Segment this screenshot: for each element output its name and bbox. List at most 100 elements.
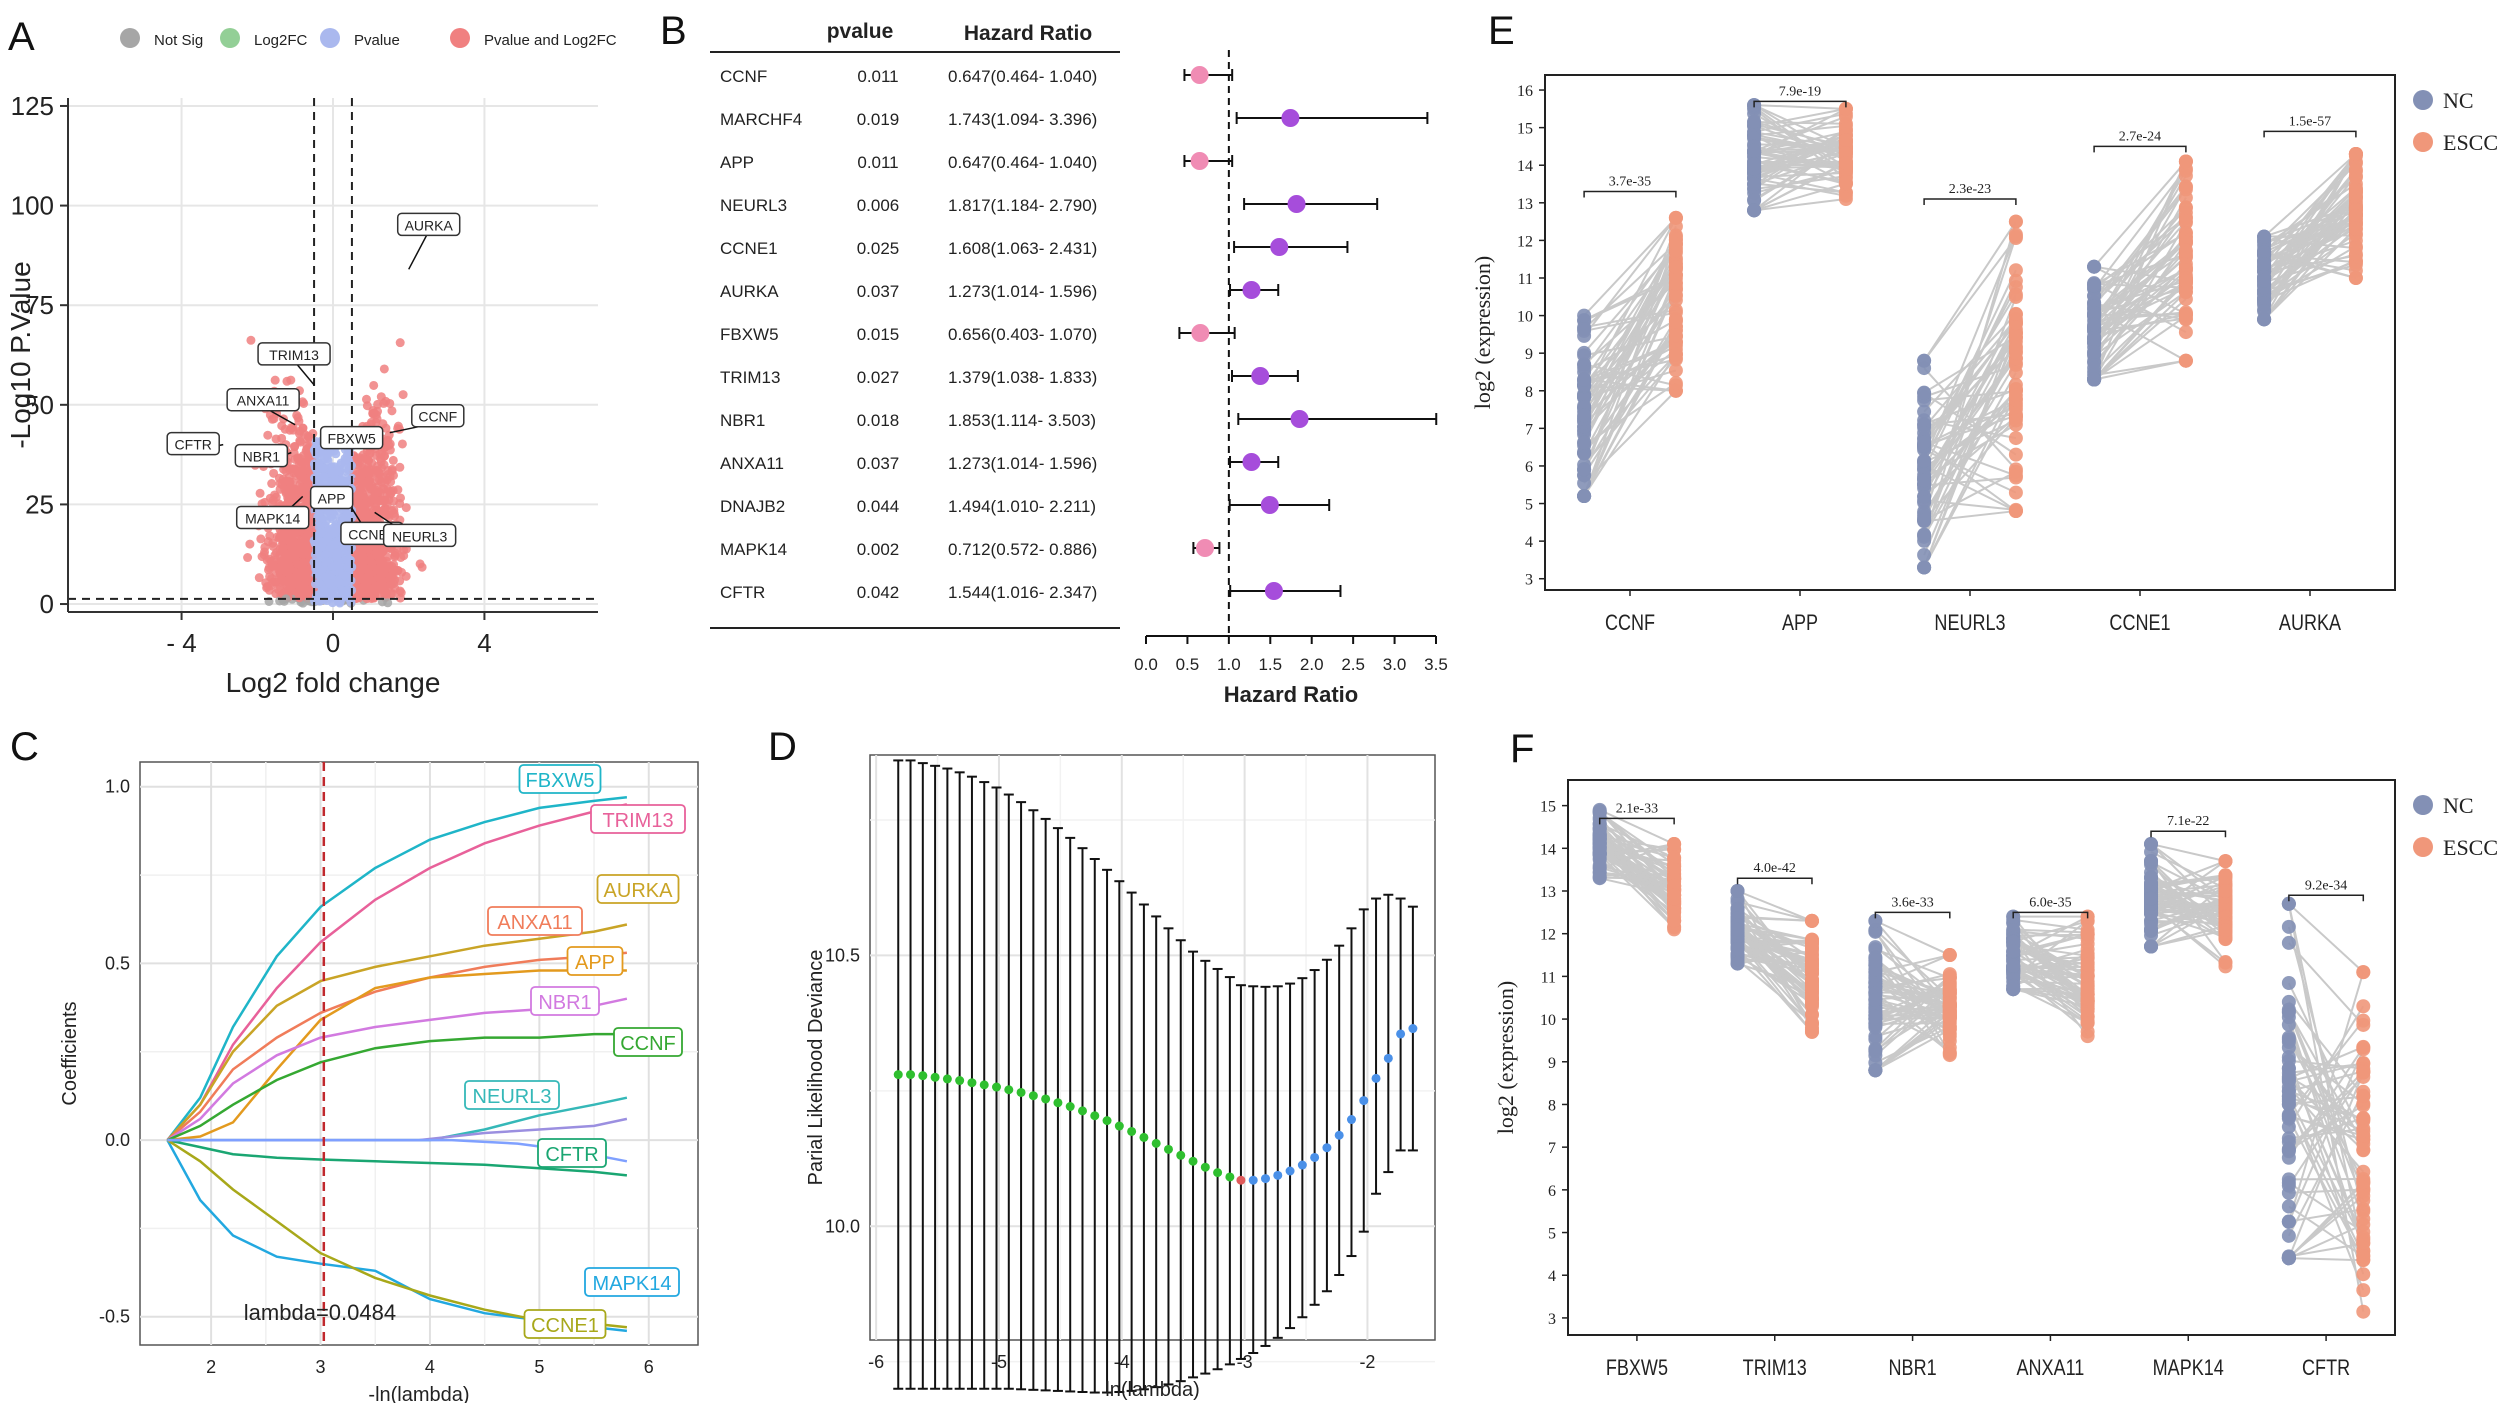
- forest-point-ccnf: [1190, 66, 1209, 84]
- forest-row-pvalue: 0.011: [857, 67, 898, 86]
- volcano-point: [369, 380, 379, 390]
- forest-row-hr-text: 1.379(1.038- 1.833): [948, 368, 1097, 387]
- volcano-legend-label: Not Sig: [154, 32, 203, 49]
- lasso-y-axis-title: Coefficients: [59, 1001, 81, 1105]
- paired-y-tick-label: 15: [1540, 799, 1556, 816]
- paired-dot-nc: [2257, 229, 2272, 244]
- paired-dot-escc: [2008, 447, 2023, 462]
- forest-row-gene: TRIM13: [720, 368, 780, 387]
- volcano-point: [287, 548, 297, 558]
- paired-pvalue-label: 7.9e-19: [1779, 84, 1821, 99]
- volcano-y-tick-label: 0: [40, 589, 54, 619]
- forest-row-gene: AURKA: [720, 282, 779, 301]
- forest-row-pvalue: 0.019: [857, 110, 900, 129]
- lasso-label-nbr1: NBR1: [538, 992, 591, 1014]
- cv-point: [1102, 1116, 1112, 1126]
- volcano-point: [308, 429, 318, 439]
- lasso-label-trim13: TRIM13: [602, 810, 673, 832]
- volcano-point: [364, 478, 374, 488]
- lasso-label-app: APP: [575, 952, 615, 974]
- forest-row-pvalue: 0.042: [857, 583, 900, 602]
- paired-dot-escc: [2348, 185, 2363, 200]
- panel-c-lasso-coefficient-plot: 2 3 4 5 6-0.50.00.51.0lambda=0.0484FBXW5TRIM…: [59, 761, 699, 1403]
- forest-point-app: [1190, 152, 1209, 170]
- cv-point: [1371, 1073, 1381, 1083]
- volcano-legend-label: Pvalue: [354, 32, 400, 49]
- paired-dot-nc: [1577, 476, 1592, 491]
- paired-y-tick-label: 7: [1548, 1140, 1556, 1157]
- paired-y-tick-label: 11: [1518, 271, 1533, 288]
- volcano-point: [269, 468, 279, 478]
- forest-row-hr-text: 1.544(1.016- 2.347): [948, 583, 1097, 602]
- cv-point: [1310, 1152, 1320, 1162]
- cv-point: [1188, 1156, 1198, 1166]
- paired-dot-nc: [2087, 317, 2102, 332]
- forest-row-pvalue: 0.002: [857, 540, 900, 559]
- volcano-point: [363, 455, 373, 465]
- lasso-lambda-annotation: lambda=0.0484: [244, 1300, 396, 1325]
- cv-point: [1225, 1172, 1235, 1182]
- paired-pvalue-label: 3.6e-33: [1891, 895, 1933, 910]
- forest-row-hr-text: 0.647(0.464- 1.040): [948, 67, 1097, 86]
- paired-y-tick-label: 5: [1548, 1226, 1556, 1243]
- paired-dot-escc: [1668, 376, 1683, 391]
- paired-dot-escc: [1668, 259, 1683, 274]
- paired-dot-escc: [2348, 162, 2363, 177]
- paired-dot-nc: [1730, 922, 1745, 937]
- volcano-point: [362, 401, 372, 411]
- volcano-point: [340, 571, 350, 581]
- paired-dot-escc: [1804, 980, 1819, 995]
- paired-dot-nc: [2257, 257, 2272, 272]
- volcano-point: [327, 467, 337, 477]
- volcano-point: [320, 572, 330, 582]
- cv-point: [1114, 1121, 1124, 1131]
- lasso-x-tick-label: 2: [206, 1357, 216, 1377]
- lasso-label-cftr: CFTR: [545, 1144, 598, 1166]
- paired-dot-escc: [1668, 237, 1683, 252]
- paired-dot-escc: [2178, 325, 2193, 340]
- cv-point: [1383, 1053, 1393, 1063]
- forest-x-tick-label: 3.0: [1383, 655, 1407, 674]
- paired-y-tick-label: 13: [1540, 884, 1556, 901]
- volcano-legend-swatch: [220, 28, 240, 48]
- paired-dot-nc: [1730, 956, 1745, 971]
- paired-y-tick-label: 14: [1517, 158, 1533, 175]
- paired-dot-escc: [1838, 174, 1853, 189]
- volcano-point: [298, 423, 308, 433]
- paired-dot-nc: [1730, 941, 1745, 956]
- paired-dot-escc: [1667, 888, 1682, 903]
- paired-dot-escc: [1838, 192, 1853, 207]
- forest-point-aurka: [1242, 281, 1261, 299]
- forest-row-hr-text: 1.494(1.010- 2.211): [948, 497, 1096, 516]
- cv-point: [1053, 1098, 1063, 1108]
- cv-y-tick-label: 10.5: [825, 945, 860, 965]
- forest-point-trim13: [1251, 367, 1270, 385]
- volcano-point: [270, 490, 280, 500]
- cv-x-tick-label: -2: [1359, 1352, 1375, 1372]
- volcano-point: [358, 562, 368, 572]
- paired-dot-escc: [2178, 353, 2193, 368]
- paired-dot-escc: [1667, 862, 1682, 877]
- volcano-x-tick-label: - 4: [166, 628, 196, 658]
- volcano-point: [271, 548, 281, 558]
- paired-dot-nc: [2087, 259, 2102, 274]
- volcano-point: [393, 421, 403, 431]
- volcano-point: [298, 397, 308, 407]
- volcano-point: [293, 573, 303, 583]
- paired-dot-escc: [2008, 329, 2023, 344]
- lasso-label-ccnf: CCNF: [620, 1033, 676, 1055]
- cv-point: [918, 1071, 928, 1081]
- forest-row-hr-text: 1.273(1.014- 1.596): [948, 282, 1097, 301]
- cv-y-axis-title: Parial Likelihood Deviance: [805, 950, 827, 1186]
- volcano-label-cftr: CFTR: [175, 437, 212, 453]
- paired-dot-nc: [1592, 871, 1607, 886]
- paired-legend-label: ESCC: [2443, 130, 2498, 155]
- paired-dot-nc: [1917, 385, 1932, 400]
- volcano-y-tick-label: 75: [25, 290, 54, 320]
- cv-point: [1077, 1106, 1087, 1116]
- volcano-point: [387, 464, 397, 474]
- volcano-point: [395, 462, 405, 472]
- cv-point: [893, 1070, 903, 1080]
- forest-row-pvalue: 0.025: [857, 239, 900, 258]
